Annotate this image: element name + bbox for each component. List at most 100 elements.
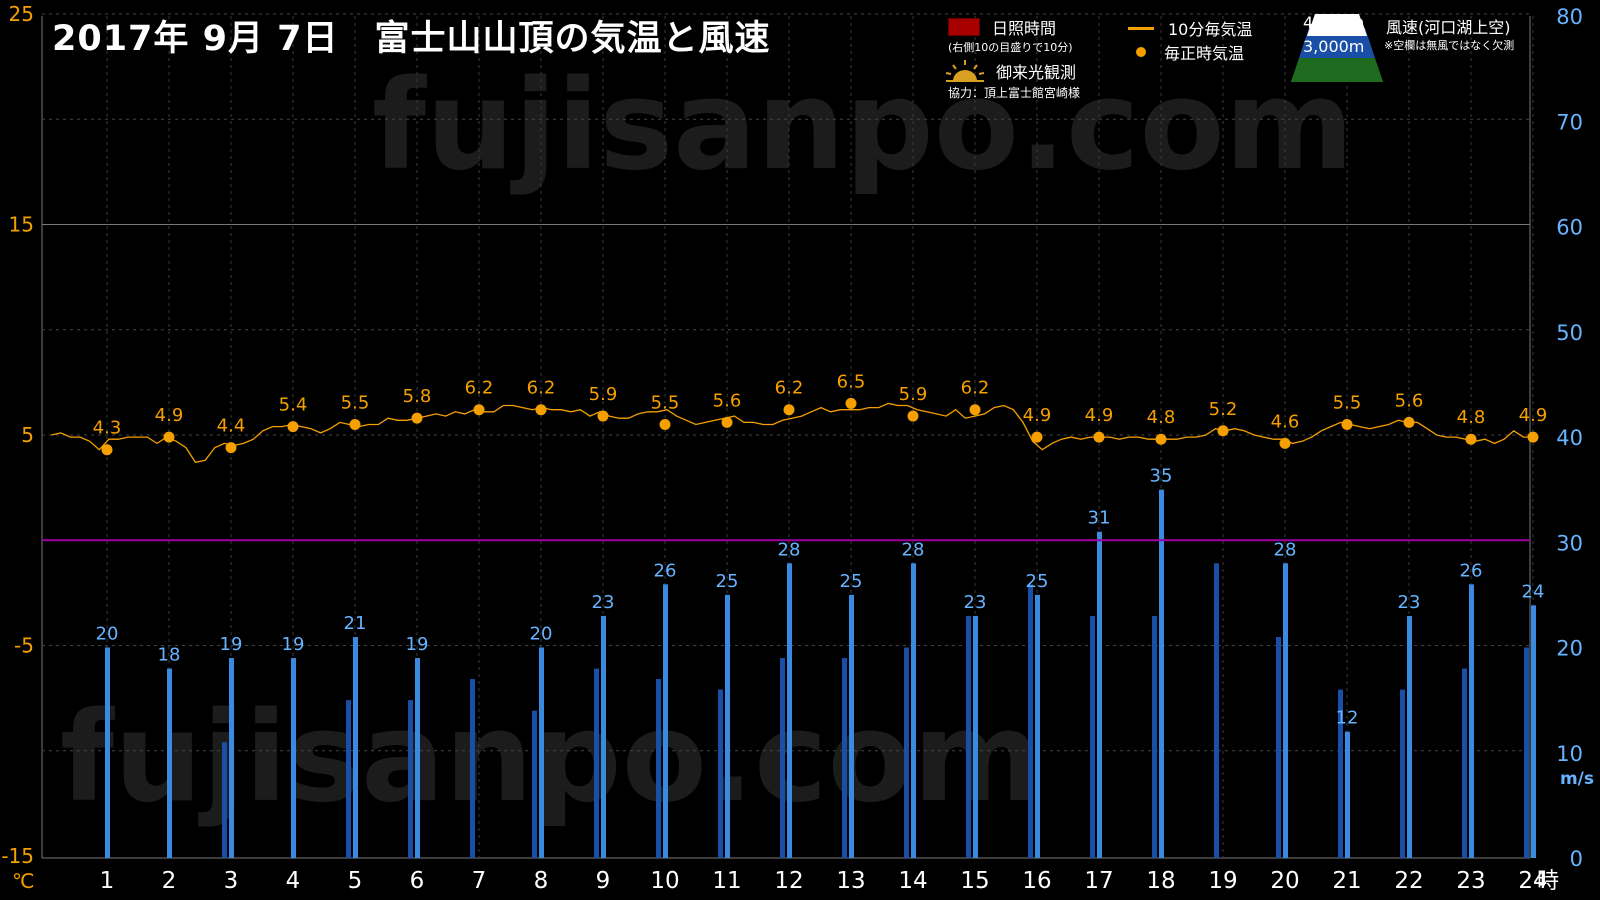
x-tick-label: 14 xyxy=(898,868,927,894)
wind-4000m-bar xyxy=(725,594,730,858)
right-tick-label: 0 xyxy=(1570,847,1583,871)
temperature-hourly-label: 6.2 xyxy=(961,378,990,399)
wind-value-label: 20 xyxy=(530,624,553,645)
wind-value-label: 23 xyxy=(592,592,615,613)
x-tick-label: 8 xyxy=(534,868,549,894)
wind-4000m-bar xyxy=(291,658,296,858)
wind-value-label: 20 xyxy=(96,624,119,645)
wind-value-label: 28 xyxy=(778,539,801,560)
left-tick-label: 25 xyxy=(9,2,34,26)
temperature-hourly-label: 5.5 xyxy=(341,392,370,413)
wind-4000m-bar xyxy=(539,647,544,858)
legend-credit: 協力：頂上富士館宮崎様 xyxy=(948,86,1081,100)
x-axis: 1 2 3 4 5 6 7 8 9 10 11 12 13 14 15 16 17 18 19 20 21 22 23 24時 xyxy=(100,868,1559,894)
legend-sunshine: 日照時間 xyxy=(948,15,1056,39)
x-tick-label: 22 xyxy=(1394,868,1423,894)
temperature-hourly-label: 6.5 xyxy=(837,371,866,392)
temp-hourly-swatch xyxy=(1136,47,1146,57)
wind-3000m-bar xyxy=(656,679,661,858)
temperature-hourly-label: 4.8 xyxy=(1147,407,1176,428)
temperature-hourly-point xyxy=(1341,418,1353,430)
wind-4000m-bar xyxy=(229,658,234,858)
x-tick-label: 11 xyxy=(712,868,741,894)
wind-3000m-bar xyxy=(346,700,351,858)
x-tick-label: 13 xyxy=(836,868,865,894)
x-tick-label: 10 xyxy=(650,868,679,894)
wind-bars xyxy=(105,489,1536,858)
temperature-hourly-point xyxy=(721,416,733,428)
wind-3000m-bar xyxy=(1214,563,1219,858)
temperature-hourly-label: 4.9 xyxy=(1023,405,1052,426)
temperature-hourly-label: 4.6 xyxy=(1271,411,1300,432)
wind-3000m-bar xyxy=(1028,584,1033,858)
temperature-hourly-point xyxy=(1279,437,1291,449)
mountain-icon xyxy=(1289,8,1385,82)
temperature-hourly-label: 4.8 xyxy=(1457,407,1486,428)
wind-value-label: 35 xyxy=(1150,466,1173,487)
wind-labels: 20 18 19 19 21 19 20 23 26 25 28 25 28 23 25 31 35 28 12 23… xyxy=(96,466,1545,729)
wind-4000m-bar xyxy=(1531,605,1536,858)
temperature-hourly-label: 4.3 xyxy=(93,418,122,439)
temperature-hourly-point xyxy=(1465,433,1477,445)
wind-4000m-bar xyxy=(1097,531,1102,858)
right-axis: 80 70 60 50 40 30 20 10 0 m/s xyxy=(1556,5,1594,871)
temperature-hourly-label: 4.9 xyxy=(155,405,184,426)
wind-value-label: 12 xyxy=(1336,708,1359,729)
x-tick-label: 9 xyxy=(596,868,611,894)
temperature-hourly-label: 4.9 xyxy=(1519,405,1548,426)
x-tick-label: 20 xyxy=(1270,868,1299,894)
temperature-hourly-label: 5.2 xyxy=(1209,399,1238,420)
wind-3000m-bar xyxy=(842,658,847,858)
legend-temp-hourly: 毎正時気温 xyxy=(1136,40,1244,64)
wind-value-label: 18 xyxy=(158,645,181,666)
temperature-hourly-label: 4.4 xyxy=(217,416,246,437)
x-tick-label: 16 xyxy=(1022,868,1051,894)
right-tick-label: 60 xyxy=(1556,216,1583,240)
legend-sunshine-note: (右側10の目盛りで10分) xyxy=(948,41,1073,54)
legend-wind-note: ※空欄は無風ではなく欠測 xyxy=(1384,39,1515,52)
temperature-hourly-point xyxy=(287,421,299,433)
right-tick-label: 70 xyxy=(1556,110,1583,134)
left-tick-label: 5 xyxy=(21,423,34,447)
right-tick-label: 30 xyxy=(1556,531,1583,555)
temperature-hourly-label: 5.5 xyxy=(651,392,680,413)
temperature-hourly-point xyxy=(1403,416,1415,428)
x-tick-label: 2 xyxy=(162,868,177,894)
wind-value-label: 25 xyxy=(716,571,739,592)
wind-4000m-bar xyxy=(105,647,110,858)
wind-value-label: 23 xyxy=(1398,592,1421,613)
wind-value-label: 25 xyxy=(840,571,863,592)
legend-sunrise-label: 御来光観測 xyxy=(996,63,1077,82)
wind-3000m-bar xyxy=(1276,636,1281,858)
x-tick-label: 19 xyxy=(1208,868,1237,894)
page-title: 2017年 9月 7日 富士山山頂の気温と風速 xyxy=(52,19,771,59)
temperature-hourly-label: 5.5 xyxy=(1333,392,1362,413)
x-tick-label: 23 xyxy=(1456,868,1485,894)
temperature-hourly-point xyxy=(535,404,547,416)
wind-3000m-bar xyxy=(1524,647,1529,858)
wind-3000m-bar xyxy=(966,615,971,858)
right-tick-label: 40 xyxy=(1556,426,1583,450)
legend-alt3000: 3,000m xyxy=(1303,37,1365,56)
temperature-hourly-label: 5.6 xyxy=(713,390,742,411)
right-tick-label: 80 xyxy=(1556,5,1583,29)
temperature-hourly-point xyxy=(969,404,981,416)
temperature-hourly-label: 5.6 xyxy=(1395,390,1424,411)
x-tick-label: 17 xyxy=(1084,868,1113,894)
wind-3000m-bar xyxy=(904,647,909,858)
temperature-hourly-label: 5.9 xyxy=(589,384,618,405)
wind-value-label: 28 xyxy=(1274,539,1297,560)
wind-4000m-bar xyxy=(1407,615,1412,858)
wind-4000m-bar xyxy=(1283,563,1288,858)
temperature-hourly-point xyxy=(1031,431,1043,443)
temperature-hourly-label: 5.4 xyxy=(279,395,308,416)
wind-3000m-bar xyxy=(1400,689,1405,858)
left-tick-label: 15 xyxy=(9,213,34,237)
wind-3000m-bar xyxy=(408,700,413,858)
temperature-hourly-point xyxy=(411,412,423,424)
temperature-hourly-label: 5.8 xyxy=(403,386,432,407)
left-tick-label: -5 xyxy=(14,634,34,658)
temperature-hourly-label: 6.2 xyxy=(527,378,556,399)
right-unit-label: m/s xyxy=(1560,769,1594,789)
